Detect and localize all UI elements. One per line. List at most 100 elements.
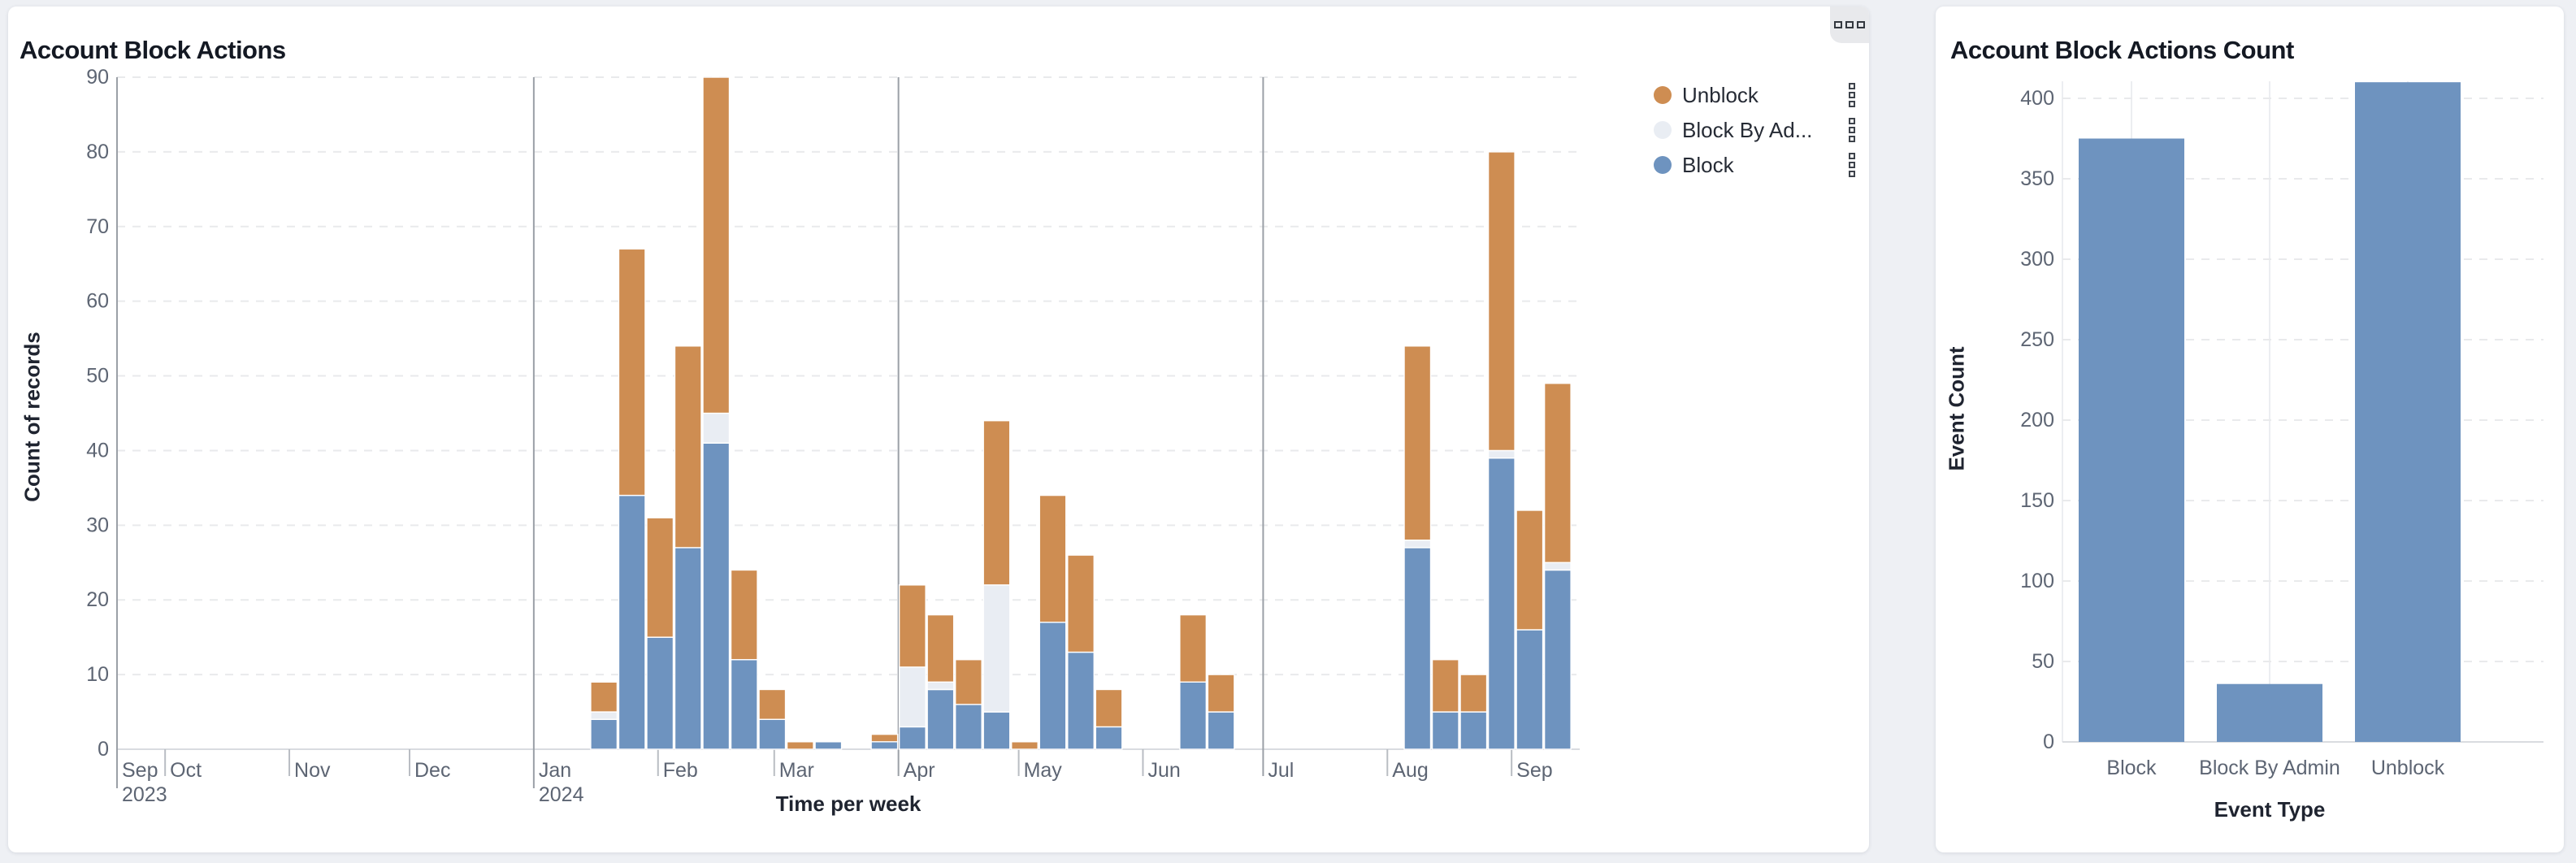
bar-segment-block_by_admin[interactable] <box>982 584 1011 713</box>
bar-segment-block[interactable] <box>590 718 618 750</box>
y-tick-label: 100 <box>2020 570 2054 592</box>
bar-segment-block_by_admin[interactable] <box>1487 449 1516 459</box>
legend-drag-handle-icon[interactable] <box>1849 83 1855 107</box>
bar-segment-unblock[interactable] <box>590 681 618 713</box>
bar-segment-block[interactable] <box>1543 569 1572 750</box>
bar-segment-block[interactable] <box>1039 622 1067 750</box>
bar-segment-block[interactable] <box>1459 711 1488 750</box>
bar-segment-unblock[interactable] <box>730 569 758 661</box>
bar-segment-block[interactable] <box>758 718 787 750</box>
y-tick-label: 60 <box>86 290 109 313</box>
x-tick-label: Unblock <box>2371 757 2445 779</box>
legend-item-block[interactable]: Block <box>1654 153 1867 177</box>
bar-segment-unblock[interactable] <box>786 741 814 750</box>
bar-segment-block[interactable] <box>926 688 955 750</box>
bar-segment-block_by_admin[interactable] <box>898 666 926 728</box>
bar-segment-unblock[interactable] <box>1459 674 1488 713</box>
legend-drag-handle-icon[interactable] <box>1849 118 1855 142</box>
bar-segment-unblock[interactable] <box>1543 383 1572 563</box>
bar-segment-block[interactable] <box>1431 711 1459 750</box>
bar-segment-unblock[interactable] <box>954 659 982 705</box>
options-button[interactable] <box>1830 7 1869 43</box>
bar-block[interactable] <box>2079 138 2184 743</box>
legend-item-block_by_admin[interactable]: Block By Ad... <box>1654 118 1867 142</box>
bar-segment-unblock[interactable] <box>1067 554 1095 653</box>
bar-segment-block_by_admin[interactable] <box>702 412 731 444</box>
options-grid-icon <box>1845 21 1854 28</box>
handle-square-icon <box>1849 171 1855 177</box>
handle-square-icon <box>1849 92 1855 98</box>
bar-segment-unblock[interactable] <box>1516 510 1544 631</box>
bar-segment-unblock[interactable] <box>758 688 787 720</box>
bar-segment-block[interactable] <box>1516 629 1544 750</box>
bar-segment-block[interactable] <box>702 442 731 750</box>
legend: Unblock Block By Ad... Block <box>1654 83 1867 177</box>
bar-segment-unblock[interactable] <box>1207 674 1235 713</box>
y-tick-label: 50 <box>2032 650 2054 673</box>
bar-segment-block[interactable] <box>1207 711 1235 750</box>
y-tick-label: 80 <box>86 141 109 163</box>
bar-segment-unblock[interactable] <box>1431 659 1459 713</box>
bar-segment-unblock[interactable] <box>618 248 646 497</box>
bar-unblock[interactable] <box>2355 82 2461 742</box>
bar-block-by-admin[interactable] <box>2217 683 2322 742</box>
y-tick-label: 400 <box>2020 87 2054 110</box>
bar-segment-unblock[interactable] <box>702 76 731 414</box>
bar-segment-unblock[interactable] <box>870 733 899 743</box>
x-tick-label: Jul <box>1268 759 1294 782</box>
chart-title: Account Block Actions <box>20 35 286 64</box>
bar-segment-block[interactable] <box>982 711 1011 750</box>
y-tick-label: 20 <box>86 588 109 611</box>
y-tick-label: 0 <box>2043 731 2054 753</box>
y-tick-label: 0 <box>98 738 109 761</box>
handle-square-icon <box>1849 101 1855 107</box>
x-tick-label: Oct <box>170 759 202 782</box>
bar-segment-block_by_admin[interactable] <box>1543 562 1572 571</box>
bar-segment-block[interactable] <box>954 704 982 750</box>
bar-segment-unblock[interactable] <box>1039 494 1067 623</box>
bar-segment-unblock[interactable] <box>1095 688 1123 728</box>
y-tick-label: 90 <box>86 66 109 89</box>
bar-segment-unblock[interactable] <box>674 345 702 549</box>
bar-segment-block[interactable] <box>1403 547 1432 750</box>
bar-segment-unblock[interactable] <box>1403 345 1432 541</box>
legend-label: Unblock <box>1682 82 1759 107</box>
y-tick-label: 250 <box>2020 328 2054 351</box>
x-tick-label: Aug <box>1392 759 1428 782</box>
bar-segment-block[interactable] <box>646 636 674 750</box>
bar-segment-block[interactable] <box>674 547 702 750</box>
x-tick-label: Nov <box>294 759 331 782</box>
options-grid-icon <box>1857 21 1865 28</box>
y-tick-label: 200 <box>2020 409 2054 432</box>
bar-segment-block_by_admin[interactable] <box>926 681 955 691</box>
bar-segment-block_by_admin[interactable] <box>1403 540 1432 549</box>
bar-segment-unblock[interactable] <box>926 614 955 683</box>
x-tick-label: Block <box>2106 757 2157 779</box>
bar-segment-block[interactable] <box>898 726 926 750</box>
legend-item-unblock[interactable]: Unblock <box>1654 83 1867 107</box>
bar-segment-unblock[interactable] <box>1179 614 1208 683</box>
bar-segment-block[interactable] <box>870 741 899 750</box>
bar-segment-block[interactable] <box>1067 651 1095 750</box>
y-tick-label: 350 <box>2020 167 2054 190</box>
bar-segment-block[interactable] <box>730 659 758 750</box>
x-tick-label: Block By Admin <box>2199 757 2340 779</box>
bar-segment-unblock[interactable] <box>1011 741 1039 750</box>
legend-label: Block <box>1682 152 1734 177</box>
legend-drag-handle-icon[interactable] <box>1849 153 1855 177</box>
x-tick-label: Dec <box>414 759 450 782</box>
bar-segment-block[interactable] <box>1179 681 1208 750</box>
legend-swatch-icon <box>1654 121 1672 139</box>
x-tick-year-label: 2024 <box>539 783 584 806</box>
bar-segment-block[interactable] <box>1487 457 1516 750</box>
bar-segment-unblock[interactable] <box>646 517 674 638</box>
x-tick-label: Jan <box>539 759 571 782</box>
x-axis-title: Time per week <box>775 791 922 816</box>
bar-segment-block_by_admin[interactable] <box>590 711 618 720</box>
bar-segment-unblock[interactable] <box>898 584 926 668</box>
bar-segment-block[interactable] <box>618 494 646 750</box>
bar-segment-unblock[interactable] <box>1487 151 1516 452</box>
bar-segment-unblock[interactable] <box>982 419 1011 586</box>
bar-segment-block[interactable] <box>814 741 843 750</box>
bar-segment-block[interactable] <box>1095 726 1123 750</box>
